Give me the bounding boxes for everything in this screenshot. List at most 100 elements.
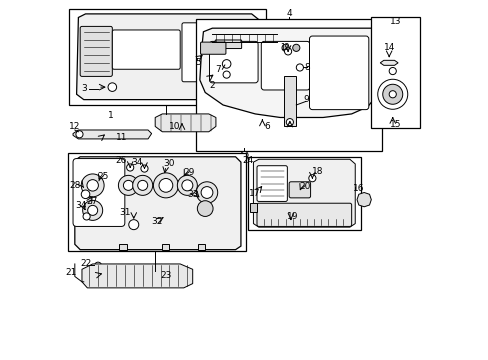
FancyBboxPatch shape xyxy=(288,182,310,198)
Text: 24: 24 xyxy=(242,156,253,165)
Text: 34: 34 xyxy=(131,158,142,167)
Text: 6: 6 xyxy=(264,122,270,131)
Text: 27: 27 xyxy=(86,197,97,206)
Text: 22: 22 xyxy=(80,260,91,269)
Text: 3: 3 xyxy=(81,84,86,93)
Text: 31: 31 xyxy=(119,208,130,217)
FancyBboxPatch shape xyxy=(209,41,258,83)
Polygon shape xyxy=(73,130,151,139)
Text: 32: 32 xyxy=(151,217,163,226)
Text: 25: 25 xyxy=(98,172,109,181)
FancyBboxPatch shape xyxy=(80,26,112,76)
Circle shape xyxy=(388,67,395,75)
Circle shape xyxy=(138,180,147,190)
Circle shape xyxy=(201,186,212,198)
Polygon shape xyxy=(249,203,257,212)
Circle shape xyxy=(285,118,293,126)
Text: 34: 34 xyxy=(75,201,86,210)
Circle shape xyxy=(159,179,172,192)
Bar xyxy=(247,157,360,230)
Text: 12: 12 xyxy=(69,122,81,131)
Circle shape xyxy=(132,175,152,195)
Circle shape xyxy=(388,91,395,98)
Bar xyxy=(119,244,126,249)
Text: 18: 18 xyxy=(311,167,323,176)
Circle shape xyxy=(118,175,138,195)
Bar xyxy=(370,18,419,128)
Circle shape xyxy=(126,164,134,171)
Polygon shape xyxy=(200,28,374,117)
Circle shape xyxy=(182,180,192,191)
Text: 29: 29 xyxy=(183,168,194,177)
Circle shape xyxy=(296,64,303,71)
Circle shape xyxy=(382,84,402,104)
Circle shape xyxy=(377,79,407,109)
Text: 9: 9 xyxy=(303,95,308,104)
Circle shape xyxy=(284,48,291,55)
Circle shape xyxy=(153,173,178,198)
Bar xyxy=(198,244,205,249)
Bar xyxy=(162,244,169,249)
Text: 16: 16 xyxy=(352,184,364,193)
Polygon shape xyxy=(356,193,370,207)
FancyBboxPatch shape xyxy=(182,23,251,82)
Text: 21: 21 xyxy=(65,268,77,277)
Text: 10: 10 xyxy=(169,122,180,131)
Text: 5: 5 xyxy=(195,58,201,67)
Circle shape xyxy=(76,131,83,138)
Text: 7: 7 xyxy=(214,65,220,74)
FancyBboxPatch shape xyxy=(309,36,368,110)
Circle shape xyxy=(196,182,217,203)
Text: 19: 19 xyxy=(286,212,298,221)
Text: 14: 14 xyxy=(383,43,394,52)
Text: 11: 11 xyxy=(115,133,127,142)
Bar xyxy=(69,9,265,105)
Polygon shape xyxy=(82,264,192,288)
Circle shape xyxy=(87,205,98,215)
Circle shape xyxy=(177,175,197,195)
FancyBboxPatch shape xyxy=(200,42,225,54)
Text: 28: 28 xyxy=(69,181,81,190)
Bar xyxy=(283,76,296,126)
Text: 15: 15 xyxy=(389,120,400,129)
Circle shape xyxy=(108,83,116,91)
Polygon shape xyxy=(253,159,354,227)
Text: 26: 26 xyxy=(115,156,127,165)
Circle shape xyxy=(292,44,299,51)
Polygon shape xyxy=(380,60,397,65)
Text: 23: 23 xyxy=(160,271,171,280)
Polygon shape xyxy=(77,14,260,100)
Text: 2: 2 xyxy=(209,81,215,90)
Circle shape xyxy=(94,262,102,269)
Circle shape xyxy=(197,201,213,216)
Circle shape xyxy=(81,190,90,199)
Circle shape xyxy=(241,152,247,158)
FancyBboxPatch shape xyxy=(112,30,180,69)
Polygon shape xyxy=(155,114,216,132)
Circle shape xyxy=(222,60,230,68)
Circle shape xyxy=(308,175,315,182)
Text: 1: 1 xyxy=(107,111,113,120)
Text: 12: 12 xyxy=(279,42,289,51)
Circle shape xyxy=(128,220,139,230)
Circle shape xyxy=(223,71,230,78)
Circle shape xyxy=(81,174,104,197)
Bar xyxy=(67,153,246,251)
Text: 4: 4 xyxy=(286,9,291,18)
Text: 33: 33 xyxy=(186,190,198,199)
Circle shape xyxy=(282,44,288,51)
Text: 13: 13 xyxy=(389,17,400,26)
Polygon shape xyxy=(75,157,241,249)
FancyBboxPatch shape xyxy=(261,41,309,90)
Circle shape xyxy=(83,213,90,220)
FancyBboxPatch shape xyxy=(257,203,351,226)
FancyBboxPatch shape xyxy=(257,166,287,202)
Circle shape xyxy=(123,180,133,190)
Circle shape xyxy=(141,165,148,172)
Circle shape xyxy=(82,201,102,220)
FancyBboxPatch shape xyxy=(215,40,241,49)
Text: 8: 8 xyxy=(304,63,309,72)
Text: 17: 17 xyxy=(248,189,260,198)
Bar xyxy=(196,19,381,152)
Text: 30: 30 xyxy=(163,159,175,168)
